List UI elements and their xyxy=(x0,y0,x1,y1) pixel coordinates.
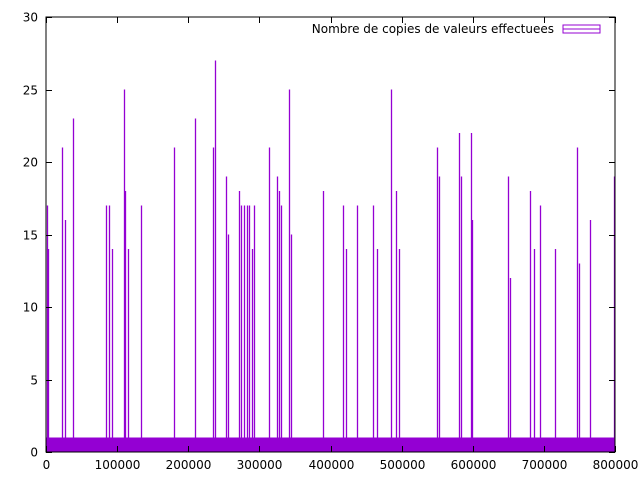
x-tick-label: 200000 xyxy=(166,458,212,472)
legend-label: Nombre de copies de valeurs effectuees xyxy=(312,22,554,36)
x-tick-label: 700000 xyxy=(522,458,568,472)
x-tick-label: 300000 xyxy=(237,458,283,472)
y-tick-label: 30 xyxy=(23,11,38,25)
x-tick-label: 400000 xyxy=(309,458,355,472)
y-tick-label: 5 xyxy=(30,374,38,388)
y-tick-label: 10 xyxy=(23,301,38,315)
y-tick-label: 25 xyxy=(23,84,38,98)
x-tick-label: 800000 xyxy=(593,458,639,472)
legend-swatch-box xyxy=(562,24,601,34)
y-tick-label: 20 xyxy=(23,156,38,170)
x-tick-label: 100000 xyxy=(95,458,141,472)
legend: Nombre de copies de valeurs effectuees xyxy=(312,22,601,36)
y-tick-label: 0 xyxy=(30,446,38,460)
x-tick-label: 0 xyxy=(43,458,51,472)
ticks-layer: 0 100000 200000 300000 400000 500000 600000 700… xyxy=(23,11,639,473)
plot-frame xyxy=(45,16,616,453)
x-tick-label: 600000 xyxy=(451,458,497,472)
x-tick-label: 500000 xyxy=(380,458,426,472)
y-tick-label: 15 xyxy=(23,229,38,243)
baseline-impulses xyxy=(46,437,615,452)
